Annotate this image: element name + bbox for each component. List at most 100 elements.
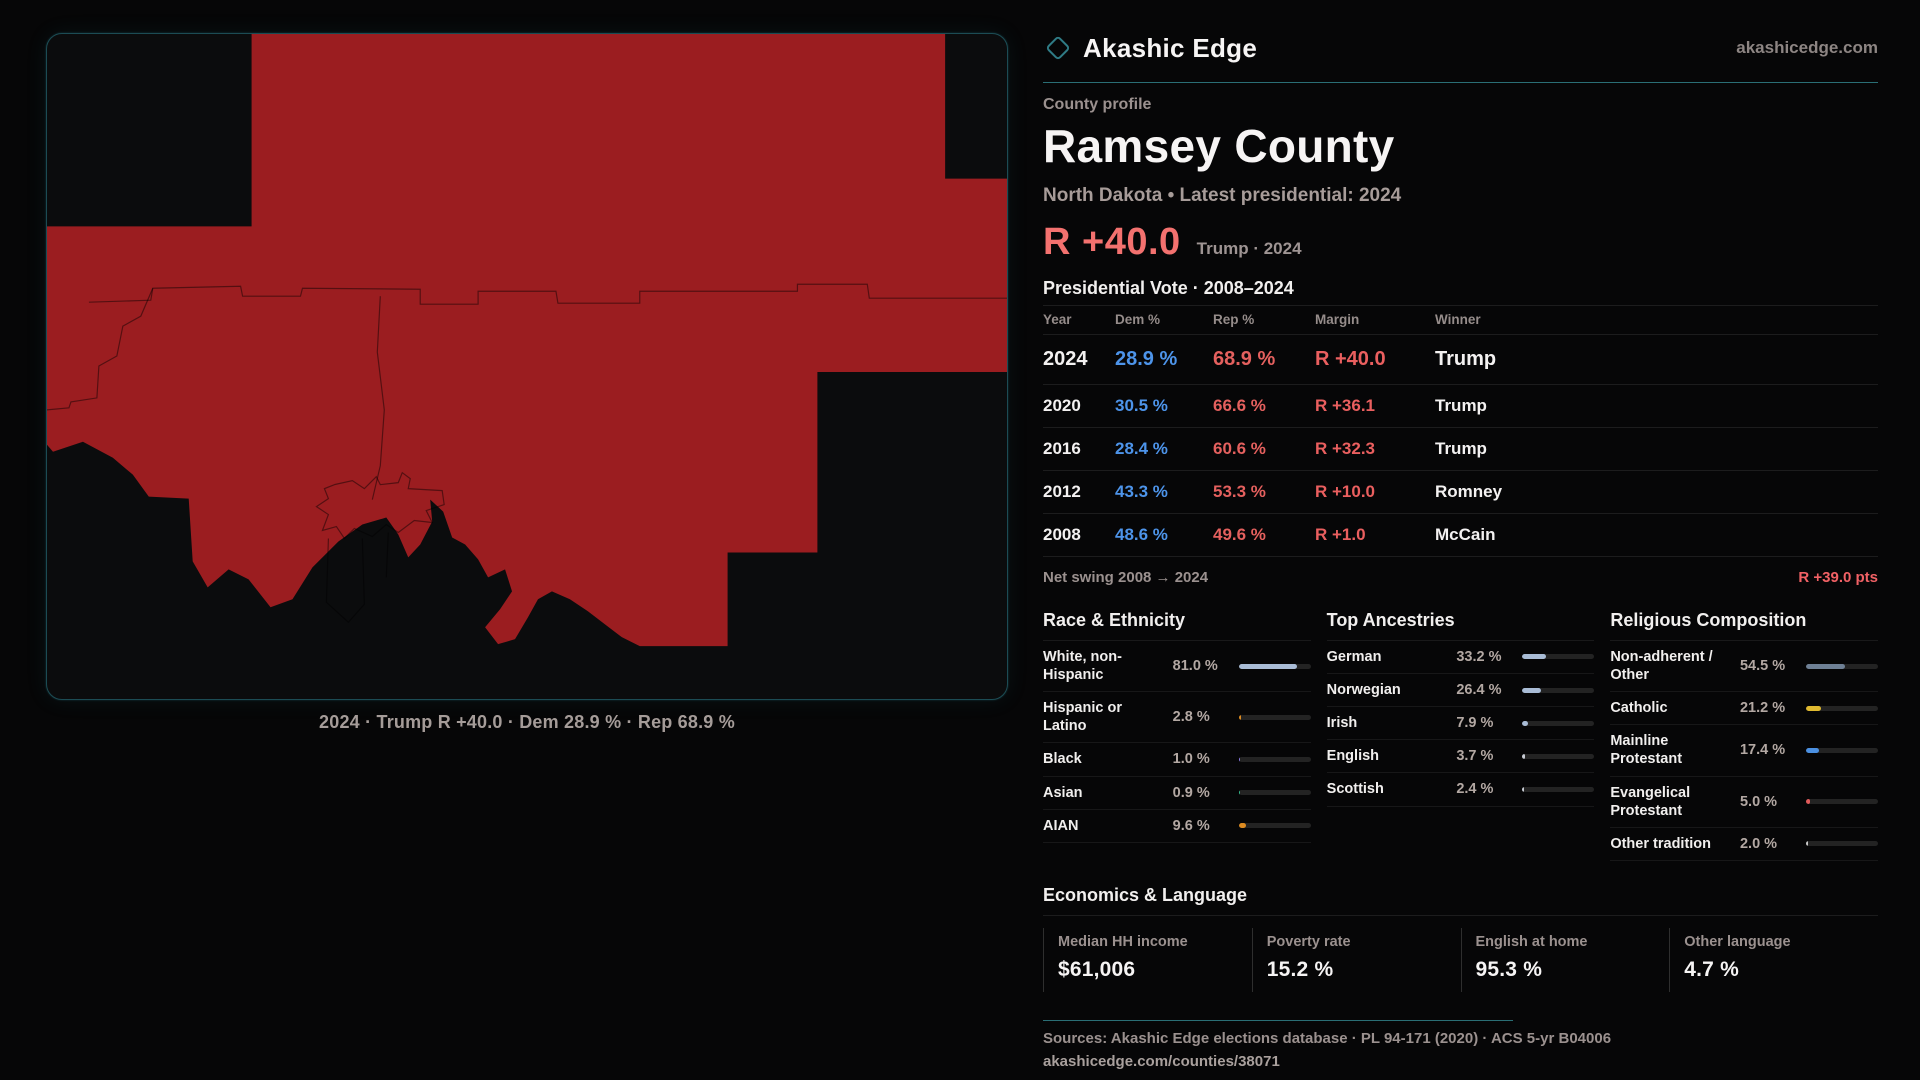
- rep-cell: 68.9 %: [1213, 347, 1276, 370]
- dem-cell: 28.4 %: [1115, 438, 1168, 458]
- dem-cell: 43.3 %: [1115, 481, 1168, 501]
- item-value: 21.2 %: [1739, 700, 1786, 717]
- item-label: Catholic: [1610, 700, 1668, 717]
- table-row: 2012 43.3 % 53.3 % R +10.0 Romney: [1043, 471, 1878, 514]
- stat-label: Median HH income: [1058, 933, 1188, 950]
- winner-cell: Trump: [1435, 395, 1487, 415]
- religion-section: Religious Composition Non-adherent / Oth…: [1610, 610, 1878, 861]
- item-bar: [1805, 663, 1878, 669]
- item-label: German: [1326, 648, 1382, 665]
- county-url-link[interactable]: akashicedge.com/counties/38071: [1043, 1052, 1280, 1070]
- stat-value: $61,006: [1058, 957, 1136, 981]
- list-item: German 33.2 %: [1326, 641, 1595, 675]
- dem-cell: 30.5 %: [1115, 395, 1168, 415]
- table-row: 2008 48.6 % 49.6 % R +1.0 McCain: [1043, 514, 1878, 557]
- stat-median-income: Median HH income $61,006: [1043, 927, 1252, 992]
- list-item: Norwegian 26.4 %: [1326, 674, 1595, 708]
- year-cell: 2024: [1043, 347, 1088, 370]
- subtitle: North Dakota • Latest presidential: 2024: [1043, 184, 1402, 206]
- year-cell: 2016: [1043, 438, 1081, 458]
- sources-line: Sources: Akashic Edge elections database…: [1043, 1029, 1612, 1047]
- item-label: Evangelical Protestant: [1610, 784, 1691, 819]
- vote-table: Year Dem % Rep % Margin Winner 2024 28.9…: [1043, 304, 1878, 557]
- section-title: Race & Ethnicity: [1043, 609, 1186, 630]
- item-bar-fill: [1805, 663, 1846, 669]
- col-winner: Winner: [1435, 312, 1481, 328]
- item-bar-fill: [1238, 823, 1246, 829]
- stat-value: 15.2 %: [1266, 957, 1334, 981]
- stat-label: English at home: [1475, 933, 1588, 950]
- net-swing-row: Net swing 2008 → 2024 R +39.0 pts: [1043, 557, 1878, 596]
- item-label: Black: [1043, 751, 1082, 768]
- item-value: 3.7 %: [1456, 748, 1494, 765]
- list-item: Catholic 21.2 %: [1610, 692, 1878, 726]
- year-cell: 2008: [1043, 524, 1081, 544]
- winner-cell: Trump: [1435, 438, 1487, 458]
- county-shape: [47, 34, 1007, 647]
- stat-value: 95.3 %: [1475, 957, 1543, 981]
- site-link[interactable]: akashicedge.com: [1736, 38, 1878, 57]
- dem-cell: 28.9 %: [1115, 347, 1178, 370]
- item-value: 5.0 %: [1739, 793, 1778, 810]
- list-item: Other tradition 2.0 %: [1610, 828, 1878, 861]
- footer-divider: [1043, 1019, 1513, 1021]
- table-row: 2020 30.5 % 66.6 % R +36.1 Trump: [1043, 385, 1878, 428]
- religion-list: Non-adherent / Other 54.5 % Catholic 21.…: [1610, 639, 1878, 861]
- item-value: 33.2 %: [1456, 648, 1502, 665]
- item-value: 54.5 %: [1739, 658, 1786, 675]
- item-label: Irish: [1326, 715, 1358, 732]
- winner-cell: Romney: [1435, 481, 1503, 501]
- list-item: Non-adherent / Other 54.5 %: [1610, 641, 1878, 693]
- item-value: 0.9 %: [1172, 784, 1210, 801]
- header-divider: [1043, 82, 1878, 83]
- item-bar: [1522, 687, 1595, 693]
- winner-cell: McCain: [1435, 524, 1496, 544]
- stat-other-language: Other language 4.7 %: [1669, 927, 1878, 992]
- item-bar: [1522, 720, 1595, 726]
- item-label: Scottish: [1326, 781, 1384, 798]
- economics-title: Economics & Language: [1043, 884, 1248, 905]
- rep-cell: 60.6 %: [1213, 438, 1266, 458]
- item-label: Asian: [1043, 784, 1083, 801]
- item-bar: [1238, 756, 1311, 762]
- item-bar-fill: [1522, 786, 1525, 792]
- item-bar-fill: [1522, 654, 1547, 660]
- item-bar: [1522, 753, 1595, 759]
- year-cell: 2020: [1043, 395, 1081, 415]
- item-bar: [1238, 714, 1311, 720]
- item-bar: [1522, 654, 1595, 660]
- item-bar-fill: [1805, 841, 1808, 847]
- item-label: Norwegian: [1326, 682, 1401, 699]
- economics-stats: Median HH income $61,006 Poverty rate 15…: [1043, 927, 1878, 992]
- demographics-columns: Race & Ethnicity White, non-Hispanic 81.…: [1043, 610, 1878, 861]
- item-bar-fill: [1238, 756, 1241, 762]
- margin-cell: R +36.1: [1315, 395, 1376, 415]
- list-item: White, non-Hispanic 81.0 %: [1043, 641, 1311, 693]
- col-year: Year: [1043, 312, 1072, 328]
- stat-english-at-home: English at home 95.3 %: [1460, 927, 1670, 992]
- kicker: County profile: [1043, 96, 1152, 113]
- rep-cell: 66.6 %: [1213, 395, 1266, 415]
- list-item: Hispanic or Latino 2.8 %: [1043, 692, 1311, 744]
- item-value: 7.9 %: [1456, 715, 1494, 732]
- stat-label: Other language: [1684, 933, 1791, 950]
- page-title: Ramsey County: [1043, 120, 1395, 172]
- stat-label: Poverty rate: [1266, 933, 1351, 950]
- item-label: English: [1326, 748, 1380, 765]
- item-value: 26.4 %: [1456, 682, 1502, 699]
- list-item: Black 1.0 %: [1043, 743, 1311, 777]
- item-bar-fill: [1522, 687, 1542, 693]
- item-value: 9.6 %: [1172, 817, 1210, 834]
- item-value: 81.0 %: [1172, 658, 1218, 675]
- item-bar-fill: [1238, 663, 1297, 669]
- section-title: Religious Composition: [1610, 609, 1807, 630]
- item-bar-fill: [1805, 799, 1810, 805]
- county-map-panel: [46, 33, 1008, 700]
- item-value: 2.4 %: [1456, 781, 1494, 798]
- winner-cell: Trump: [1435, 347, 1497, 370]
- net-swing-label: Net swing 2008 → 2024: [1043, 568, 1209, 586]
- section-title: Top Ancestries: [1326, 609, 1455, 630]
- stat-value: 4.7 %: [1684, 957, 1739, 981]
- list-item: Asian 0.9 %: [1043, 777, 1311, 810]
